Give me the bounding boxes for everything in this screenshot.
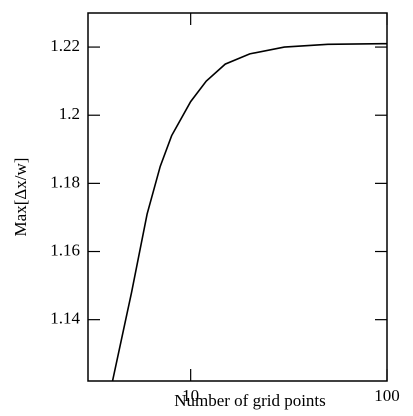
- y-tick-label: 1.18: [50, 172, 80, 191]
- x-axis-label: Number of grid points: [174, 391, 326, 410]
- y-axis-label: Max[Δx/w]: [11, 158, 30, 237]
- x-tick-label: 10: [182, 386, 199, 405]
- y-tick-label: 1.16: [50, 240, 80, 259]
- y-tick-label: 1.22: [50, 36, 80, 55]
- y-tick-label: 1.2: [59, 104, 80, 123]
- x-tick-label: 100: [374, 386, 400, 405]
- y-tick-label: 1.14: [50, 309, 80, 328]
- line: [111, 42, 387, 381]
- plot-frame: [87, 12, 388, 382]
